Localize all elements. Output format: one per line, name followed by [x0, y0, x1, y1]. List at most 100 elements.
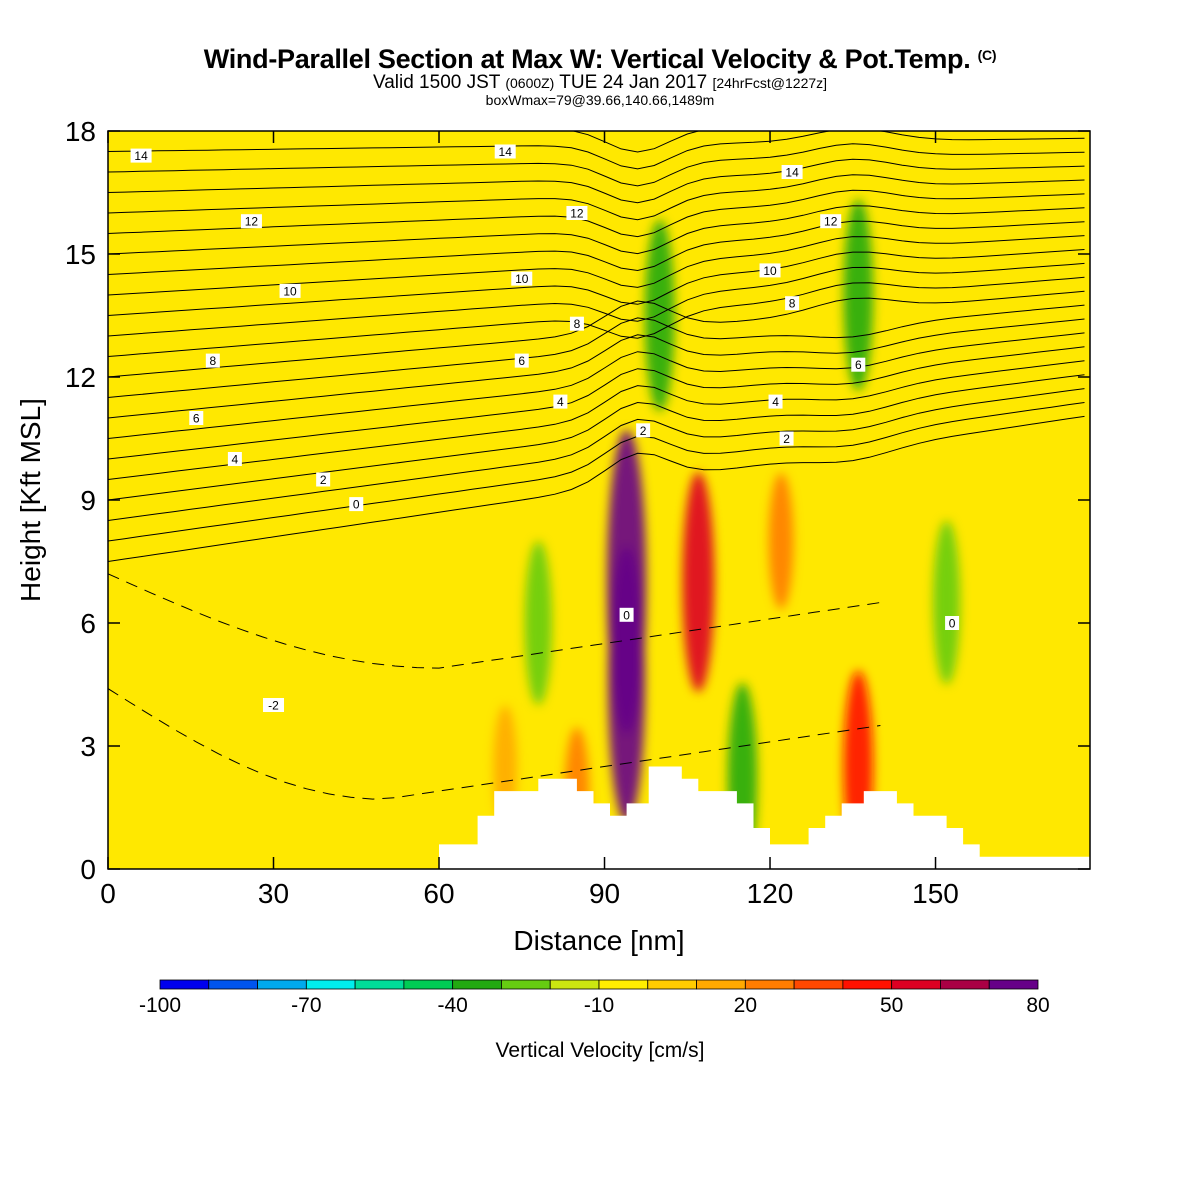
theta-contour-line [108, 346, 1085, 460]
colorbar-label: Vertical Velocity [cm/s] [496, 1039, 705, 1062]
contour-label: 6 [851, 357, 866, 372]
theta-contour-line [108, 220, 1085, 275]
contour-label-text: 2 [320, 473, 327, 487]
contour-label-text: -2 [268, 699, 279, 713]
y-tick-label: 18 [65, 116, 96, 147]
contour-label: 14 [494, 144, 516, 159]
contour-label: 2 [316, 472, 331, 487]
contour-label-text: 6 [193, 412, 200, 426]
theta-contour-line [108, 249, 1085, 316]
contour-label-text: 12 [824, 215, 838, 229]
y-tick-label: 12 [65, 362, 96, 393]
velocity-cell [768, 473, 794, 609]
contour-label-box [779, 431, 794, 446]
contour-label: 8 [569, 316, 584, 331]
velocity-cell [606, 430, 647, 734]
contour-label-text: 8 [789, 297, 796, 311]
x-tick-label: 60 [423, 878, 454, 909]
potential-temperature-contours [108, 131, 1085, 800]
theta-contour-line [108, 276, 1085, 357]
colorbar-swatch [354, 979, 405, 990]
contour-label-text: 0 [353, 498, 360, 512]
contour-label-box [349, 497, 364, 512]
y-axis-label: Height [Kft MSL] [15, 398, 46, 602]
contour-label: 6 [189, 411, 204, 426]
contour-label: 12 [566, 206, 588, 221]
contour-label: 10 [279, 283, 301, 298]
plot-area: 14 14 14 12 12 12 10 10 10 8 8 8 6 6 6 4 4 4 2 2 2 0 0 0 -2 [108, 131, 1090, 869]
theta-contour-dashed [108, 688, 881, 800]
colorbar: -100 -70 -40 -10 20 50 80 [139, 979, 1050, 1017]
contour-label-text: 14 [499, 145, 513, 159]
theta-contour-line [108, 332, 1085, 439]
contour-label: 0 [945, 616, 960, 631]
y-tick-label: 15 [65, 239, 96, 270]
colorbar-swatch [208, 979, 258, 990]
contour-label-box [205, 353, 220, 368]
terrain-mask [108, 766, 1090, 869]
contour-label-text: 6 [855, 358, 862, 372]
contour-label: 4 [768, 394, 783, 409]
contour-label: 0 [349, 497, 364, 512]
contour-label: 8 [785, 296, 800, 311]
colorbar-swatch [452, 979, 502, 990]
contour-label-text: 12 [570, 207, 584, 221]
y-tick-label: 3 [80, 731, 96, 762]
contour-label-text: 6 [518, 354, 525, 368]
theta-contour-line [108, 304, 1085, 398]
colorbar-swatch [501, 979, 551, 990]
theta-contour-dashed [108, 573, 881, 669]
x-tick-label: 150 [912, 878, 959, 909]
theta-contour-line [108, 235, 1085, 296]
contour-label-box [785, 296, 800, 311]
contour-label-box [759, 263, 781, 278]
contour-label-box [279, 283, 301, 298]
contour-label-text: 14 [785, 166, 799, 180]
x-tick-label: 30 [258, 878, 289, 909]
theta-contour-line [108, 374, 1085, 501]
contour-label-box [820, 214, 842, 229]
contour-label-box [240, 214, 262, 229]
contour-label-text: 4 [232, 453, 239, 467]
contour-label-box [619, 607, 634, 622]
colorbar-swatch [891, 979, 941, 990]
colorbar-swatch [842, 979, 893, 990]
contour-label: 4 [227, 452, 242, 467]
x-tick-label: 90 [589, 878, 620, 909]
colorbar-tick-label: 20 [734, 994, 757, 1017]
velocity-cell [932, 520, 961, 685]
contour-label-box [189, 411, 204, 425]
contour-label-box [130, 148, 152, 163]
y-tick-label: 0 [80, 854, 96, 885]
chart-subtitle: Valid 1500 JST (0600Z) TUE 24 Jan 2017 [… [372, 72, 828, 93]
plot-background [108, 131, 1090, 869]
contour-label-text: 4 [772, 395, 779, 409]
contour-label: 14 [781, 165, 803, 180]
colorbar-swatch [549, 979, 600, 990]
contour-label-text: 8 [209, 354, 216, 368]
y-tick-label: 6 [80, 608, 96, 639]
contour-label-text: 10 [515, 272, 529, 286]
velocity-cell [524, 541, 552, 705]
colorbar-tick-label: -100 [139, 994, 181, 1017]
theta-contour-line [108, 143, 1085, 187]
theta-contour-line [108, 415, 1085, 562]
contour-label-text: 10 [763, 264, 777, 278]
colorbar-swatch [647, 979, 697, 990]
chart-title: Wind-Parallel Section at Max W: Vertical… [203, 44, 997, 74]
contour-label: 6 [514, 353, 529, 368]
colorbar-swatch [598, 979, 649, 990]
copyright-mark: (C) [977, 47, 997, 63]
theta-contour-line [108, 360, 1085, 480]
colorbar-swatch [988, 979, 1039, 990]
x-axis-label: Distance [nm] [513, 925, 684, 956]
contour-label: 8 [205, 353, 220, 368]
contour-label-text: 12 [245, 215, 259, 229]
contour-label-box [316, 472, 331, 487]
contour-label: 10 [511, 271, 533, 286]
contour-label-box [781, 165, 803, 179]
colorbar-swatch [257, 979, 307, 990]
colorbar-swatch [744, 979, 795, 990]
theta-contour-line [108, 402, 1085, 542]
